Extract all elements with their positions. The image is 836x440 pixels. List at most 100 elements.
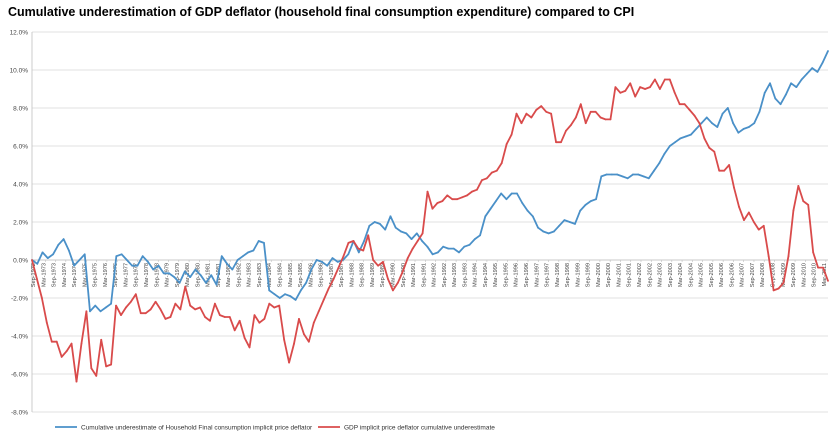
x-tick-label: Mar-1982 — [226, 263, 232, 287]
data-point — [451, 198, 454, 201]
data-point — [463, 245, 466, 248]
data-point — [654, 78, 656, 81]
data-point — [357, 251, 360, 254]
data-point — [336, 261, 339, 263]
data-point — [822, 266, 824, 269]
data-point — [406, 257, 409, 259]
data-point — [520, 122, 523, 125]
y-axis: -8.0% -6.0% -4.0% -2.0% 0.0% 2.0% 4.0% 6.0% 8.0%… — [10, 29, 33, 416]
data-point — [327, 287, 330, 290]
data-point — [616, 173, 619, 176]
data-point — [189, 276, 192, 278]
y-tick-label: 12.0% — [10, 29, 29, 36]
x-tick-label: Mar-1984 — [267, 263, 273, 287]
x-tick-label: Sep-1998 — [565, 263, 571, 287]
data-point — [468, 243, 471, 246]
data-point — [400, 230, 402, 233]
data-point — [326, 264, 329, 267]
data-point — [352, 240, 355, 242]
data-point — [774, 97, 777, 100]
data-point — [806, 72, 808, 75]
data-point — [797, 185, 800, 187]
data-point — [535, 109, 538, 111]
data-point — [637, 173, 640, 176]
data-point — [299, 289, 302, 292]
data-point — [431, 253, 434, 256]
x-tick-label: Mar-2010 — [801, 263, 807, 287]
data-point — [723, 169, 726, 172]
x-tick-label: Mar-2001 — [616, 263, 622, 287]
data-point — [772, 289, 775, 292]
data-point — [55, 340, 58, 343]
data-point — [458, 251, 460, 254]
data-point — [595, 198, 597, 201]
data-point — [220, 255, 223, 258]
data-point — [236, 259, 239, 261]
data-point — [471, 190, 473, 193]
data-point — [231, 268, 234, 271]
data-point — [436, 202, 439, 204]
data-point — [394, 226, 397, 229]
data-point — [690, 133, 692, 136]
data-point — [516, 192, 518, 195]
data-point — [753, 122, 756, 125]
x-tick-label: Mar-2003 — [658, 263, 664, 287]
data-point — [131, 264, 134, 267]
data-point — [668, 145, 671, 147]
data-point — [179, 308, 182, 311]
data-point — [688, 109, 691, 111]
x-tick-label: Sep-2008 — [771, 263, 777, 287]
x-tick-label: Mar-1992 — [432, 263, 438, 287]
x-tick-label: Sep-1977 — [134, 263, 140, 287]
data-point — [426, 245, 429, 248]
data-point — [653, 169, 655, 172]
data-point — [303, 333, 305, 335]
data-point — [784, 93, 787, 96]
data-point — [758, 110, 761, 113]
data-point — [52, 253, 54, 256]
data-point — [659, 88, 661, 90]
data-point — [57, 243, 60, 246]
x-tick-label: Sep-1972 — [31, 263, 37, 287]
data-point — [396, 281, 399, 284]
data-point — [817, 266, 820, 269]
x-tick-label: Mar-1995 — [493, 263, 499, 287]
x-tick-label: Mar-1979 — [165, 263, 171, 287]
data-point — [574, 223, 576, 225]
data-point — [442, 245, 445, 248]
data-point — [742, 127, 745, 130]
data-point — [169, 316, 172, 318]
data-point — [268, 289, 271, 292]
data-point — [626, 177, 629, 180]
data-point — [456, 198, 459, 201]
data-point — [373, 221, 376, 223]
data-point — [387, 278, 389, 280]
data-point — [494, 200, 497, 203]
data-point — [110, 302, 112, 305]
data-point — [178, 281, 181, 284]
data-point — [189, 304, 192, 307]
data-point — [362, 249, 365, 252]
data-point — [149, 308, 152, 311]
x-tick-label: Mar-1991 — [411, 263, 417, 287]
series-1-points — [31, 50, 829, 313]
data-point — [629, 82, 632, 85]
y-tick-label: -4.0% — [11, 333, 28, 340]
data-point — [283, 338, 286, 341]
data-point — [568, 221, 571, 223]
data-point — [36, 278, 38, 280]
data-point — [257, 240, 260, 242]
data-point — [141, 255, 144, 258]
y-tick-label: 6.0% — [13, 143, 28, 150]
data-point — [642, 175, 645, 178]
x-tick-label: Sep-1995 — [503, 263, 509, 287]
data-point — [600, 175, 603, 178]
data-point — [747, 211, 750, 214]
data-point — [415, 232, 418, 235]
data-point — [658, 162, 661, 165]
data-point — [110, 363, 113, 366]
data-point — [619, 91, 622, 94]
data-point — [634, 95, 637, 98]
x-tick-label: Mar-1985 — [288, 263, 294, 287]
data-point — [248, 346, 251, 349]
